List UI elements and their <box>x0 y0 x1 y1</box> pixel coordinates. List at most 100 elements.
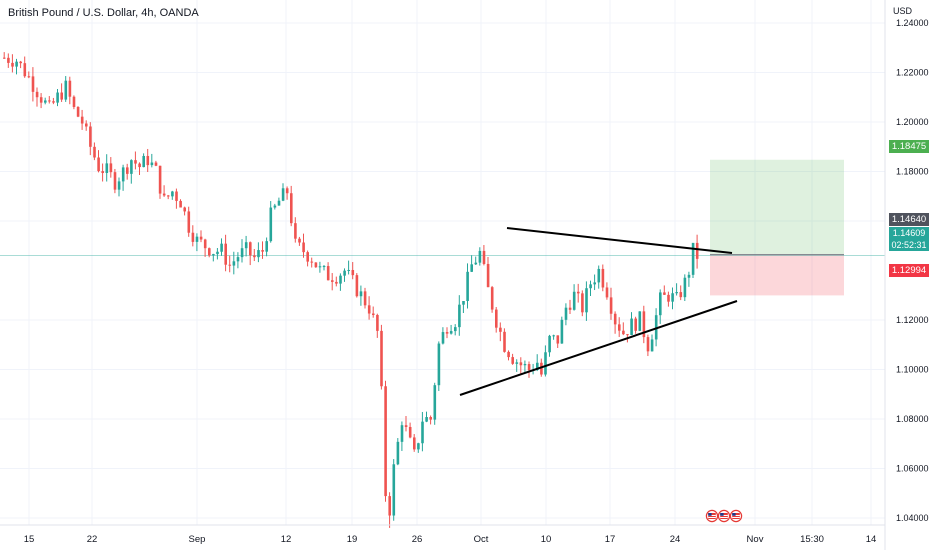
candle-body <box>240 248 244 258</box>
candle-body <box>257 250 260 258</box>
last-price-value: 1.14609 <box>892 228 926 238</box>
candle-body <box>314 262 318 268</box>
candle-body <box>56 92 59 103</box>
grid-lines <box>0 0 885 525</box>
candle-body <box>392 464 396 516</box>
candle-body <box>679 292 683 298</box>
loss-zone[interactable] <box>710 254 844 296</box>
price-tick-label: 1.08000 <box>896 414 929 424</box>
candle-body <box>60 92 63 100</box>
time-tick-label: 22 <box>87 534 98 545</box>
candle-body <box>105 163 109 174</box>
candle-body <box>76 106 80 117</box>
candle-body <box>44 100 47 103</box>
candle-body <box>175 191 178 201</box>
candle-body <box>335 281 338 284</box>
candle-body <box>154 162 158 166</box>
candle-body <box>437 343 441 386</box>
stop-price-badge: 1.12994 <box>889 264 929 277</box>
time-tick-label: 24 <box>670 534 681 545</box>
candle-body <box>281 188 285 201</box>
axis-currency: USD <box>893 6 913 16</box>
price-tick-label: 1.18000 <box>896 167 929 177</box>
candle-body <box>7 57 10 63</box>
candle-body <box>253 255 256 258</box>
price-tick-label: 1.12000 <box>896 315 929 325</box>
lower-trendline[interactable] <box>459 300 738 396</box>
candle-body <box>429 417 432 420</box>
candle-body <box>413 437 416 450</box>
candle-body <box>642 311 646 338</box>
candle-body <box>675 292 678 294</box>
us-flag-icon[interactable] <box>705 509 719 523</box>
economic-events[interactable] <box>705 509 743 523</box>
candle-body <box>318 266 322 268</box>
candle-body <box>72 96 76 107</box>
candle-body <box>581 293 584 313</box>
profit-zone[interactable] <box>710 159 844 255</box>
candle-body <box>478 250 482 263</box>
candle-body <box>212 254 215 256</box>
candle-body <box>31 76 35 92</box>
candle-body <box>138 163 141 168</box>
candle-body <box>302 242 305 253</box>
candle-body <box>273 205 277 208</box>
candle-body <box>396 441 400 465</box>
us-flag-icon[interactable] <box>717 509 731 523</box>
time-tick-label: 15:30 <box>800 534 824 545</box>
trendlines[interactable] <box>459 227 738 396</box>
candle-body <box>613 313 617 325</box>
candle-body <box>654 315 658 340</box>
candle-body <box>507 351 510 358</box>
candle-body <box>343 270 346 276</box>
candle-body <box>216 251 219 255</box>
candle-body <box>187 211 191 233</box>
price-axis[interactable]: 1.240001.220001.200001.180001.160001.120… <box>896 18 929 550</box>
candle-body <box>519 362 523 366</box>
candle-body <box>48 100 51 102</box>
candle-body <box>244 242 248 249</box>
flag-stripe <box>720 517 728 518</box>
candle-body <box>404 425 408 427</box>
candle-body <box>495 309 498 328</box>
us-flag-icon[interactable] <box>729 509 743 523</box>
candle-body <box>650 339 654 352</box>
candle-body <box>203 239 207 249</box>
candle-body <box>695 242 699 259</box>
candle-body <box>568 307 572 310</box>
time-tick-label: Oct <box>474 534 489 545</box>
candle-body <box>121 167 125 182</box>
candle-body <box>322 266 326 268</box>
time-axis[interactable]: 15 22 Sep 12 19 26 Oct 10 17 24 Nov 15:30 14 <box>24 534 877 545</box>
candle-body <box>433 385 437 420</box>
long-position-tool[interactable] <box>0 159 885 296</box>
candle-body <box>441 332 445 344</box>
candle-body <box>552 335 555 337</box>
price-tick-label: 1.20000 <box>896 117 929 127</box>
candle-body <box>556 335 560 344</box>
candlestick-series <box>3 52 699 528</box>
flag-stripe <box>732 517 740 518</box>
candle-body <box>326 266 330 281</box>
time-tick-label: Nov <box>747 534 764 545</box>
candle-body <box>80 116 84 124</box>
candle-body <box>482 250 486 264</box>
upper-trendline[interactable] <box>506 227 733 254</box>
candle-body <box>691 242 695 275</box>
candle-body <box>490 287 494 310</box>
candle-body <box>11 62 14 67</box>
time-tick-label: 15 <box>24 534 35 545</box>
candle-body <box>359 291 363 297</box>
candle-body <box>126 167 129 174</box>
candle-body <box>659 292 662 316</box>
candle-body <box>523 364 527 366</box>
time-tick-label: 26 <box>412 534 423 545</box>
candle-body <box>35 91 39 98</box>
candle-body <box>400 425 404 442</box>
candle-body <box>183 207 186 212</box>
price-tick-label: 1.24000 <box>896 18 929 28</box>
candle-body <box>19 61 22 64</box>
flag-canton <box>708 513 712 516</box>
time-tick-label: Sep <box>189 534 206 545</box>
